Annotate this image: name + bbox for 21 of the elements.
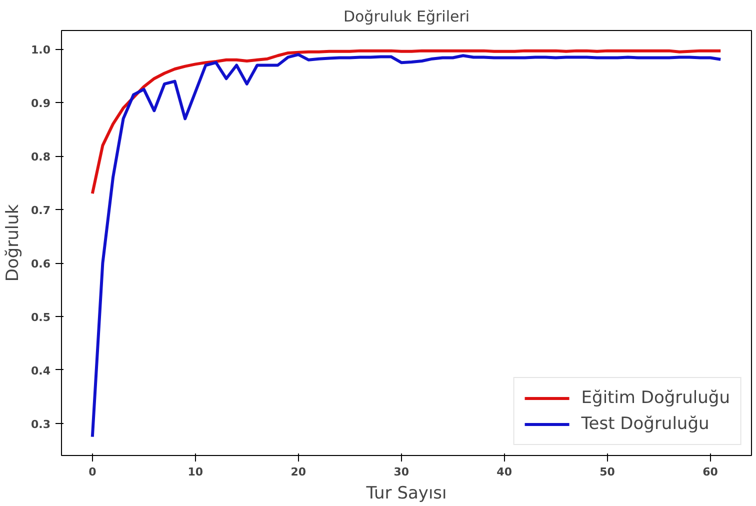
y-tick-label: 0.4 [31, 364, 51, 378]
x-axis-title: Tur Sayısı [365, 484, 447, 504]
x-tick-label: 10 [188, 466, 204, 478]
y-tick-label: 0.8 [31, 150, 51, 164]
y-tick-label: 0.7 [31, 204, 51, 218]
y-tick-label: 0.3 [31, 418, 51, 431]
legend-label: Test Doğruluğu [581, 414, 710, 434]
y-tick-label: 0.6 [31, 258, 51, 271]
y-tick-label: 0.9 [31, 97, 51, 110]
x-tick-label: 50 [600, 466, 616, 478]
x-tick-label: 0 [88, 466, 97, 478]
x-tick-label: 40 [496, 466, 512, 478]
x-tick-label: 20 [290, 466, 306, 478]
y-axis-title: Doğruluk [3, 204, 24, 282]
line-series [90, 49, 722, 196]
chart-title: Doğruluk Eğrileri [343, 8, 470, 26]
y-tick-label: 1.0 [31, 44, 51, 57]
y-tick-label: 0.5 [31, 311, 51, 324]
x-tick-label: 30 [394, 466, 410, 478]
legend-label: Eğitim Doğruluğu [581, 388, 730, 408]
x-tick-label: 60 [702, 466, 718, 478]
